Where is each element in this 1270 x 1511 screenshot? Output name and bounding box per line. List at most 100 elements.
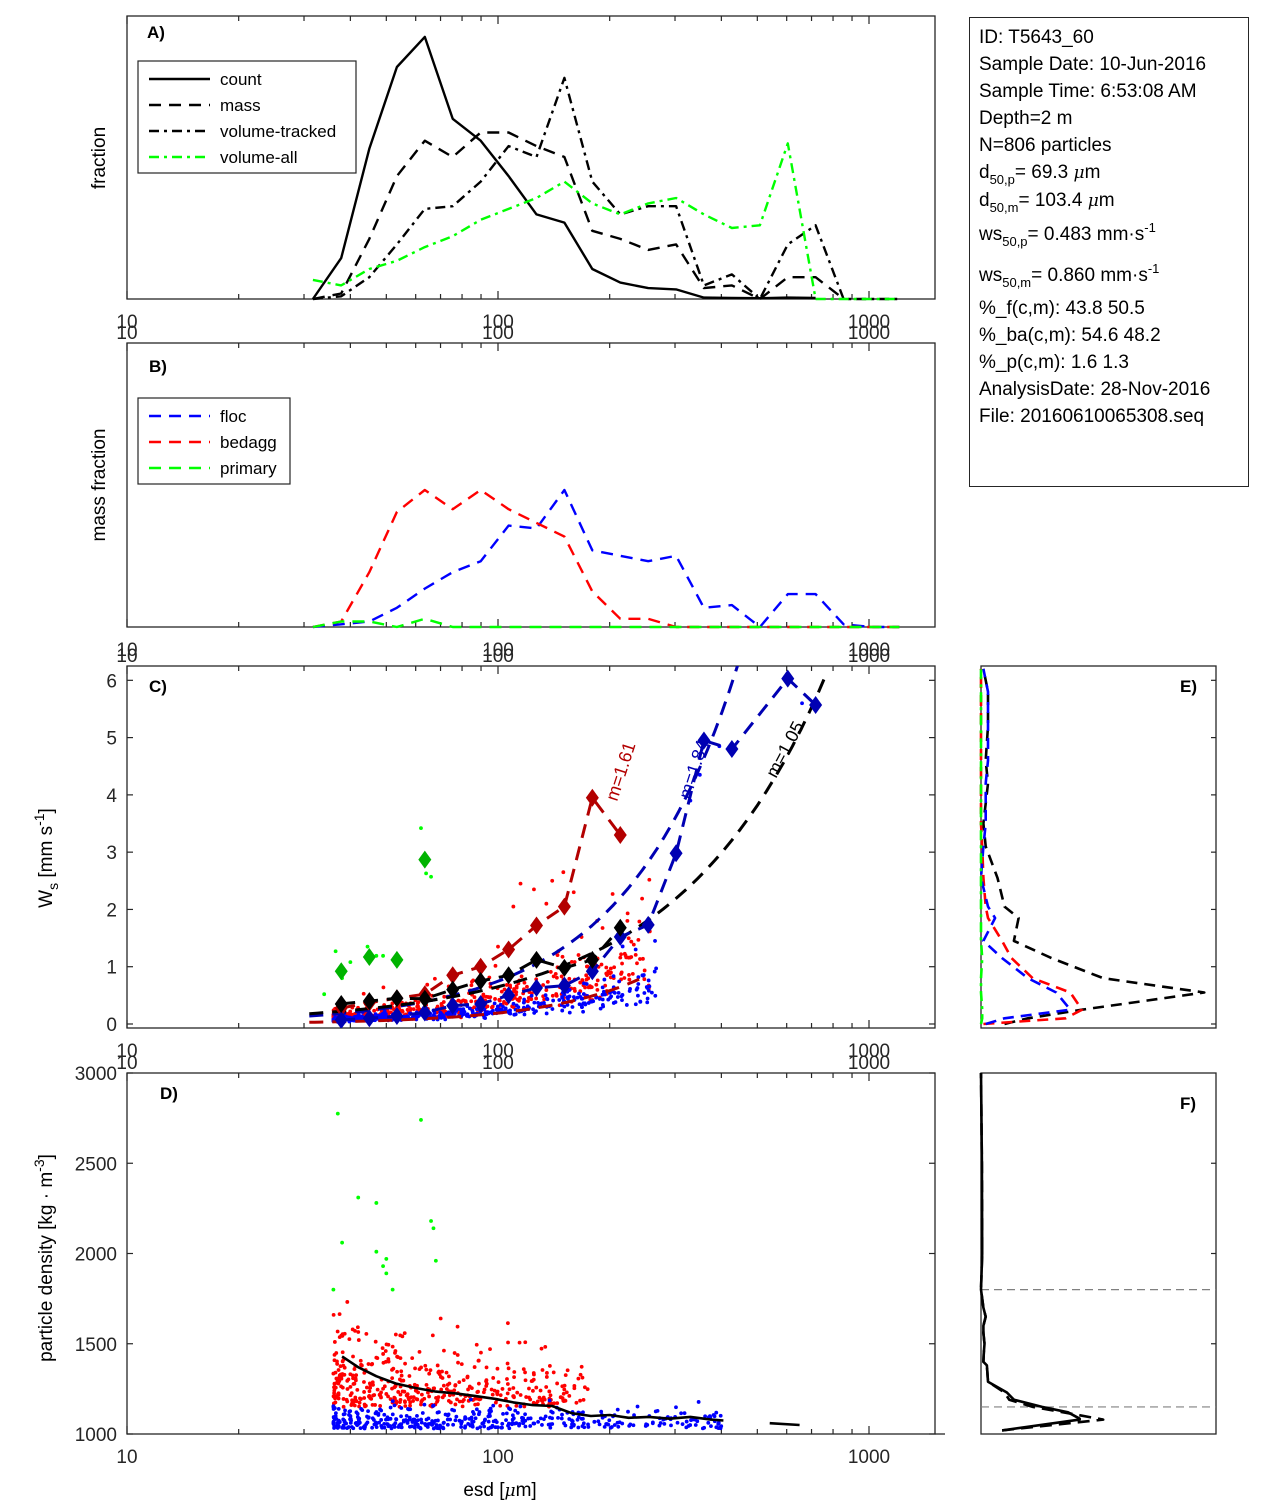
scatter-point-floc xyxy=(389,1426,394,1431)
scatter-point-floc xyxy=(674,1405,678,1410)
scatter-point-floc xyxy=(539,1001,544,1006)
scatter-point-bedagg xyxy=(489,1387,494,1392)
scatter-point-floc xyxy=(560,995,564,999)
scatter-point-floc xyxy=(706,1420,711,1425)
x-tick-label-top: 100 xyxy=(482,323,514,344)
scatter-point-bedagg xyxy=(416,1390,421,1395)
scatter-point-floc xyxy=(560,1412,564,1417)
scatter-point-bedagg xyxy=(491,1376,496,1380)
scatter-point-bedagg xyxy=(572,960,577,964)
scatter-point-floc xyxy=(382,1425,387,1430)
scatter-point-floc xyxy=(516,1005,521,1010)
mean-marker-floc xyxy=(390,1006,404,1025)
scatter-point-floc xyxy=(461,1012,466,1016)
scatter-point-bedagg xyxy=(600,926,605,930)
scatter-point-bedagg xyxy=(395,1369,400,1374)
scatter-point-primary xyxy=(429,874,433,879)
scatter-point-bedagg xyxy=(523,1370,527,1375)
scatter-point-floc xyxy=(433,1418,438,1423)
scatter-point-floc xyxy=(680,1422,685,1427)
scatter-point-floc xyxy=(529,993,534,998)
scatter-point-bedagg xyxy=(630,972,635,976)
scatter-point-bedagg xyxy=(407,1374,412,1378)
scatter-point-floc xyxy=(646,988,651,993)
scatter-point-bedagg xyxy=(354,1373,359,1378)
scatter-point-floc xyxy=(463,1417,467,1421)
mean-marker-floc xyxy=(781,669,795,688)
scatter-point-bedagg xyxy=(342,1365,347,1370)
scatter-point-floc xyxy=(575,1417,580,1422)
scatter-point-bedagg xyxy=(348,1384,353,1389)
scatter-point-floc xyxy=(341,1423,346,1428)
scatter-point-bedagg xyxy=(398,1333,403,1338)
scatter-point-floc xyxy=(363,1424,367,1429)
y-axis-label-part: s xyxy=(45,883,61,890)
scatter-point-bedagg xyxy=(528,1397,533,1402)
scatter-point-primary xyxy=(348,960,353,965)
scatter-point-bedagg xyxy=(561,1391,566,1396)
scatter-point-floc xyxy=(513,1408,518,1413)
scatter-point-bedagg xyxy=(375,1387,380,1392)
scatter-point-floc xyxy=(385,1422,389,1426)
scatter-point-bedagg xyxy=(415,1001,420,1006)
scatter-point-floc xyxy=(366,1409,370,1413)
scatter-point-bedagg xyxy=(398,1356,403,1361)
scatter-point-bedagg xyxy=(435,1363,440,1368)
scatter-point-bedagg xyxy=(408,1400,413,1405)
scatter-point-bedagg xyxy=(555,1381,560,1386)
panel-c-frame xyxy=(126,665,936,1029)
scatter-point-floc xyxy=(581,992,586,996)
scatter-point-bedagg xyxy=(356,1330,361,1334)
scatter-point-bedagg xyxy=(647,877,652,882)
scatter-point-bedagg xyxy=(512,1370,517,1374)
ws50m-value: = 0.860 mm·s xyxy=(1031,265,1148,286)
info-sample-date: Sample Date: 10-Jun-2016 xyxy=(979,54,1207,75)
scatter-point-floc xyxy=(624,1003,629,1007)
scatter-point-floc xyxy=(348,1421,353,1425)
scatter-point-floc xyxy=(581,1421,586,1426)
scatter-point-bedagg xyxy=(511,1386,516,1390)
scatter-point-floc xyxy=(633,947,638,952)
ws50p-value: = 0.483 mm·s xyxy=(1027,224,1145,245)
y-axis-label: Ws [mm s-1] xyxy=(31,808,61,908)
scatter-point-bedagg xyxy=(469,999,474,1004)
scatter-point-floc xyxy=(544,1011,549,1016)
scatter-point-bedagg xyxy=(465,1375,470,1380)
scatter-point-floc xyxy=(645,1000,650,1005)
scatter-point-bedagg xyxy=(578,1372,583,1377)
x-tick-label-top: 10 xyxy=(116,1053,137,1074)
panel-b-frame xyxy=(126,342,936,628)
scatter-point-bedagg xyxy=(381,1386,385,1391)
scatter-point-bedagg xyxy=(498,1393,503,1398)
scatter-point-floc xyxy=(435,1426,440,1431)
scatter-point-floc xyxy=(489,1409,493,1414)
scatter-point-bedagg xyxy=(351,1354,355,1359)
scatter-point-bedagg xyxy=(460,1399,465,1404)
scatter-point-floc xyxy=(454,1414,459,1419)
scatter-point-primary xyxy=(390,1287,395,1292)
scatter-point-floc xyxy=(526,1416,531,1421)
scatter-point-bedagg xyxy=(425,982,430,987)
scatter-point-floc xyxy=(435,1410,440,1415)
scatter-point-bedagg xyxy=(380,1346,385,1350)
scatter-point-bedagg xyxy=(523,1378,528,1383)
scatter-point-floc xyxy=(468,1397,473,1402)
scatter-point-bedagg xyxy=(579,1364,584,1369)
scatter-point-bedagg xyxy=(371,1382,375,1387)
scatter-point-floc xyxy=(448,1417,453,1422)
scatter-point-bedagg xyxy=(500,1387,505,1391)
scatter-point-floc xyxy=(652,969,657,974)
scatter-point-floc xyxy=(616,1424,621,1429)
d50m-value: = 103.4 xyxy=(1018,190,1088,211)
scatter-point-bedagg xyxy=(569,960,574,964)
scatter-point-floc xyxy=(634,987,639,992)
scatter-point-floc xyxy=(550,1422,555,1426)
scatter-point-primary xyxy=(384,1257,389,1261)
scatter-point-bedagg xyxy=(355,1325,360,1330)
scatter-point-primary xyxy=(381,1264,385,1269)
scatter-point-bedagg xyxy=(551,1370,556,1375)
y-axis-label-part: -1 xyxy=(31,813,47,826)
scatter-point-floc xyxy=(682,1411,687,1416)
scatter-point-bedagg xyxy=(452,1351,457,1355)
ws50m-exp: -1 xyxy=(1147,261,1160,276)
